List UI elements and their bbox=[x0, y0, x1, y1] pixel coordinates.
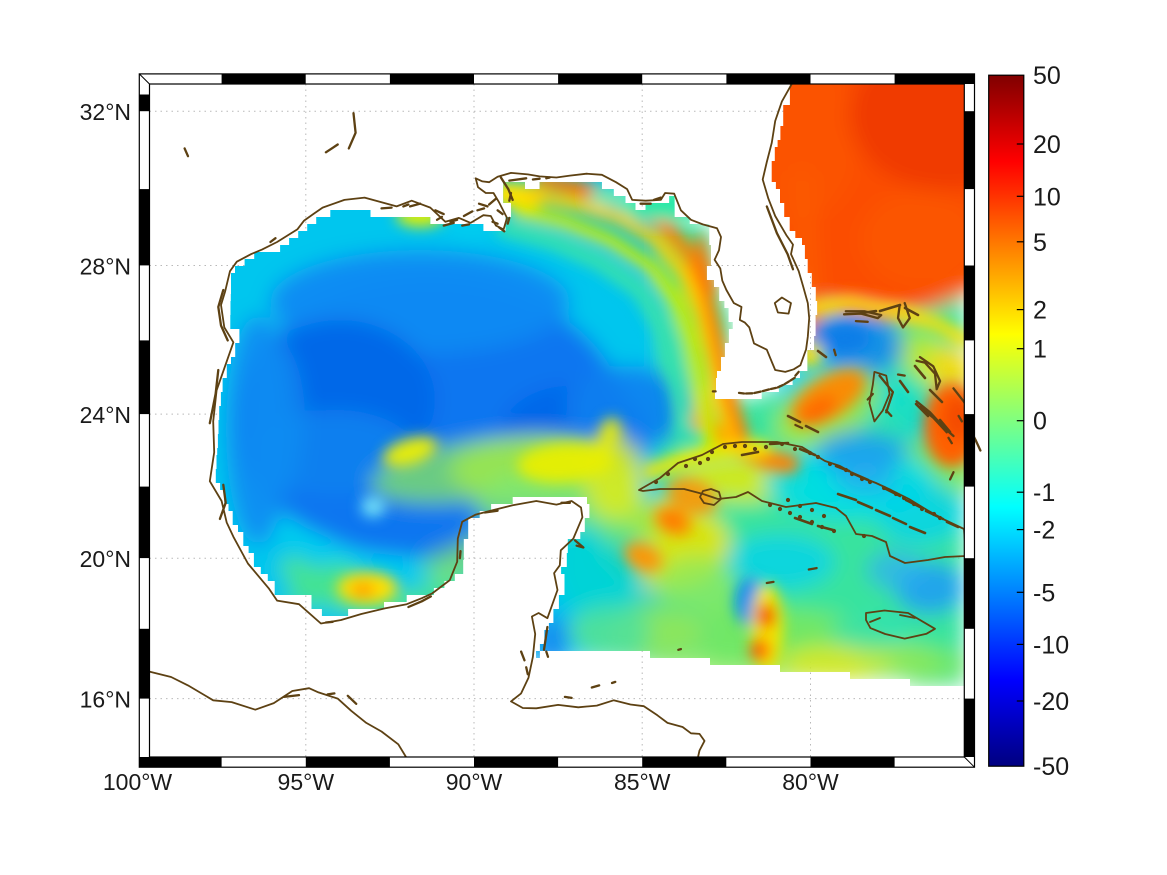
svg-text:-50: -50 bbox=[1033, 753, 1069, 781]
svg-text:1: 1 bbox=[1033, 336, 1047, 364]
svg-text:85°W: 85°W bbox=[614, 769, 671, 795]
svg-text:-5: -5 bbox=[1033, 579, 1055, 607]
svg-text:80°W: 80°W bbox=[782, 769, 839, 795]
svg-text:-10: -10 bbox=[1033, 631, 1069, 659]
svg-text:-2: -2 bbox=[1033, 517, 1055, 545]
svg-text:20: 20 bbox=[1033, 131, 1061, 159]
svg-text:2: 2 bbox=[1033, 297, 1047, 325]
svg-text:28°N: 28°N bbox=[80, 254, 131, 280]
svg-text:-20: -20 bbox=[1033, 688, 1069, 716]
svg-text:32°N: 32°N bbox=[80, 99, 131, 125]
svg-text:10: 10 bbox=[1033, 183, 1061, 211]
svg-text:50: 50 bbox=[1033, 62, 1061, 90]
svg-text:-1: -1 bbox=[1033, 479, 1055, 507]
svg-text:20°N: 20°N bbox=[80, 546, 131, 572]
svg-text:0: 0 bbox=[1033, 408, 1047, 436]
svg-text:90°W: 90°W bbox=[446, 769, 503, 795]
svg-text:16°N: 16°N bbox=[80, 687, 131, 713]
svg-text:100°W: 100°W bbox=[103, 769, 173, 795]
svg-text:95°W: 95°W bbox=[278, 769, 335, 795]
svg-text:24°N: 24°N bbox=[80, 402, 131, 428]
svg-text:5: 5 bbox=[1033, 229, 1047, 257]
